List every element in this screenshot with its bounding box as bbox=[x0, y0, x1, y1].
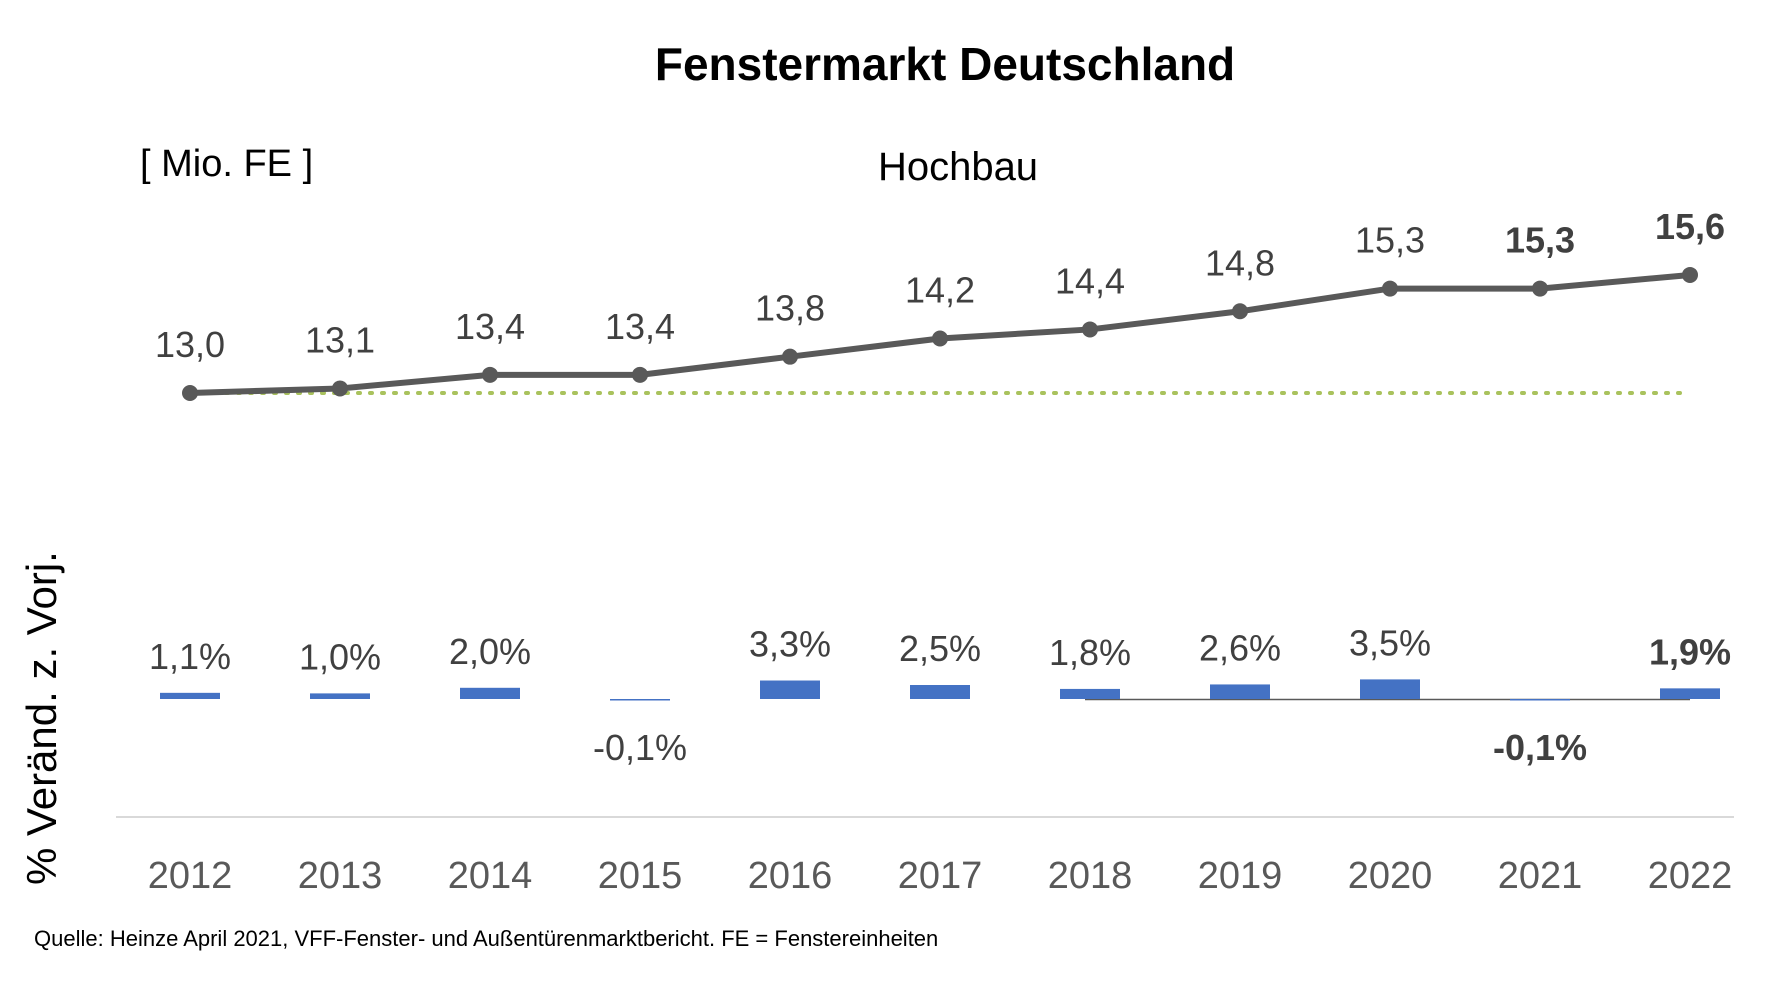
line-data-label: 13,4 bbox=[605, 306, 675, 347]
bar-data-label: -0,1% bbox=[593, 727, 687, 768]
line-point bbox=[482, 366, 498, 383]
line-point bbox=[1682, 266, 1698, 283]
x-tick-label: 2012 bbox=[148, 855, 233, 897]
x-tick-label: 2022 bbox=[1648, 855, 1733, 897]
bar-data-label: 1,1% bbox=[149, 636, 231, 677]
bar-series bbox=[160, 679, 1720, 701]
x-tick-label: 2017 bbox=[898, 855, 983, 897]
bar-data-label: 2,5% bbox=[899, 628, 981, 669]
bar bbox=[910, 685, 970, 699]
bar bbox=[310, 693, 370, 699]
line-data-label: 15,3 bbox=[1505, 220, 1575, 261]
chart-subtitle: Hochbau bbox=[878, 145, 1038, 189]
line-labels: 13,0 13,1 13,4 13,4 13,8 14,2 14,4 14,8 15,3 15,3… bbox=[155, 206, 1725, 365]
bar bbox=[1210, 684, 1270, 699]
line-data-label: 14,4 bbox=[1055, 260, 1125, 301]
x-tick-label: 2018 bbox=[1048, 855, 1133, 897]
bar-data-label: 2,0% bbox=[449, 631, 531, 672]
line-point bbox=[1082, 321, 1098, 338]
x-tick-label: 2019 bbox=[1198, 855, 1283, 897]
bar bbox=[1660, 688, 1720, 699]
line-point bbox=[932, 330, 948, 347]
line-data-label: 13,0 bbox=[155, 324, 225, 365]
bar bbox=[460, 687, 520, 699]
bar-data-label: -0,1% bbox=[1493, 727, 1587, 768]
x-tick-label: 2014 bbox=[448, 855, 533, 897]
bar-labels: 1,1% 1,0% 2,0% -0,1% 3,3% 2,5% 1,8% 2,6% 3,5% -0,… bbox=[149, 622, 1731, 768]
line-point bbox=[1532, 280, 1548, 297]
line-points bbox=[182, 266, 1698, 401]
line-point bbox=[632, 366, 648, 383]
bar-data-label: 2,6% bbox=[1199, 627, 1281, 668]
bar bbox=[1360, 679, 1420, 699]
line-data-label: 15,3 bbox=[1355, 220, 1425, 261]
bar-data-label: 3,5% bbox=[1349, 622, 1431, 663]
bar bbox=[760, 680, 820, 699]
bar-data-label: 3,3% bbox=[749, 624, 831, 665]
bar-data-label: 1,9% bbox=[1649, 631, 1731, 672]
line-point bbox=[332, 380, 348, 397]
bar-data-label: 1,8% bbox=[1049, 632, 1131, 673]
line-data-label: 15,6 bbox=[1655, 206, 1725, 247]
x-axis-ticks: 2012 2013 2014 2015 2016 2017 2018 2019 2020 2021… bbox=[148, 855, 1733, 897]
chart-title: Fenstermarkt Deutschland bbox=[655, 38, 1235, 90]
source-note: Quelle: Heinze April 2021, VFF-Fenster- … bbox=[34, 926, 938, 951]
bar-data-label: 1,0% bbox=[299, 636, 381, 677]
line-data-label: 13,8 bbox=[755, 288, 825, 329]
line-point bbox=[1382, 280, 1398, 297]
line-data-label: 14,2 bbox=[905, 270, 975, 311]
x-tick-label: 2013 bbox=[298, 855, 383, 897]
x-tick-label: 2021 bbox=[1498, 855, 1583, 897]
line-point bbox=[782, 348, 798, 365]
bar bbox=[1060, 688, 1120, 699]
bar bbox=[610, 699, 670, 701]
line-data-label: 13,4 bbox=[455, 306, 525, 347]
line-point bbox=[1232, 303, 1248, 320]
unit-label: [ Mio. FE ] bbox=[140, 143, 313, 185]
x-tick-label: 2020 bbox=[1348, 855, 1433, 897]
x-tick-label: 2016 bbox=[748, 855, 833, 897]
line-data-label: 13,1 bbox=[305, 319, 375, 360]
line-data-label: 14,8 bbox=[1205, 242, 1275, 283]
bar bbox=[160, 692, 220, 699]
y-axis-label: % Veränd. z. Vorj. bbox=[18, 551, 65, 885]
bar bbox=[1510, 699, 1570, 701]
x-tick-label: 2015 bbox=[598, 855, 683, 897]
line-point bbox=[182, 385, 198, 401]
